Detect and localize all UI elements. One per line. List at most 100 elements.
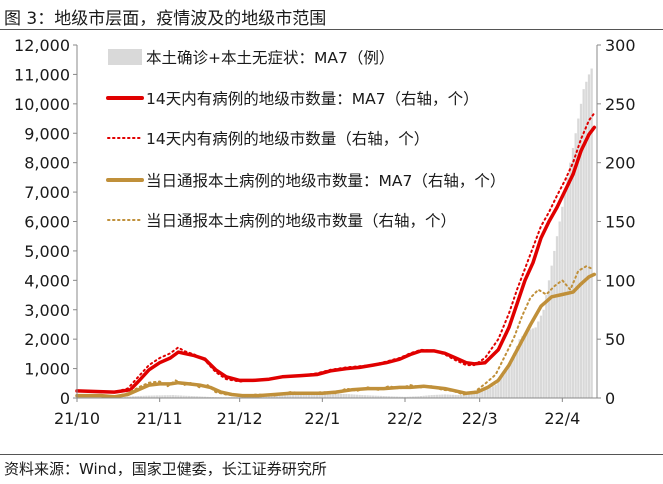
- cases-bar: [310, 392, 313, 398]
- cases-bar: [171, 395, 175, 398]
- x-tick-label: 21/11: [137, 409, 183, 428]
- cases-bar: [502, 374, 505, 398]
- series-line-2: [76, 112, 596, 394]
- cases-bar: [561, 206, 564, 398]
- cases-bar: [315, 392, 319, 398]
- cases-bar: [590, 68, 593, 398]
- cases-bar: [249, 396, 252, 398]
- cases-bar: [539, 315, 543, 398]
- cases-bar: [473, 393, 476, 398]
- source-note: 资料来源：Wind，国家卫健委，长江证券研究所: [4, 460, 327, 478]
- left-tick-label: 1,000: [24, 360, 70, 379]
- legend-label: 14天内有病例的地级市数量：MA7（右轴，个）: [146, 90, 479, 108]
- cases-bar: [369, 395, 372, 398]
- cases-bar: [419, 396, 423, 398]
- cases-bar: [334, 393, 337, 398]
- cases-bar: [201, 396, 204, 398]
- cases-bar: [425, 395, 428, 398]
- cases-bar: [462, 394, 465, 398]
- bottom-divider: [0, 454, 663, 455]
- cases-bar: [441, 394, 444, 398]
- cases-bar: [294, 393, 297, 398]
- cases-bar: [443, 394, 447, 398]
- left-tick-label: 10,000: [14, 95, 70, 114]
- cases-bar: [585, 81, 588, 399]
- left-tick-label: 5,000: [24, 242, 70, 261]
- cases-bar: [166, 395, 169, 398]
- cases-bar: [398, 396, 401, 398]
- cases-bar: [350, 394, 353, 398]
- cases-bar: [326, 393, 329, 398]
- right-tick-label: 300: [605, 36, 636, 55]
- x-tick-label: 22/3: [462, 409, 498, 428]
- cases-bar: [259, 396, 263, 398]
- cases-bar: [526, 330, 529, 398]
- cases-bar: [297, 393, 300, 398]
- cases-bar: [395, 396, 399, 398]
- cases-bar: [126, 396, 129, 398]
- cases-bar: [579, 103, 583, 398]
- cases-bar: [337, 393, 340, 398]
- legend-label: 本土确诊+本土无症状：MA7（例）: [146, 49, 394, 67]
- cases-bar: [497, 381, 500, 398]
- axes-layer: 0 1,000 2,000 3,000 4,000 5,000 6,000 7,000 8,00…: [14, 36, 636, 428]
- cases-bar: [307, 392, 311, 398]
- cases-bar: [145, 395, 148, 398]
- cases-bar: [374, 395, 377, 398]
- cases-bar: [150, 395, 153, 398]
- right-tick-label: 150: [605, 213, 636, 232]
- cases-bar: [534, 327, 537, 398]
- cases-bar: [299, 393, 303, 398]
- cases-bar: [137, 396, 140, 398]
- cases-bar: [134, 396, 137, 398]
- cases-bar: [286, 394, 289, 398]
- cases-bar: [139, 395, 143, 398]
- cases-bar: [313, 392, 316, 398]
- legend: 本土确诊+本土无症状：MA7（例） 14天内有病例的地级市数量：MA7（右轴，个）…: [106, 49, 505, 230]
- cases-bar: [177, 395, 180, 398]
- cases-bar: [339, 393, 343, 398]
- cases-bar: [401, 396, 404, 398]
- cases-bar: [587, 74, 591, 399]
- x-tick-label: 22/2: [387, 409, 423, 428]
- cases-bar: [427, 395, 431, 398]
- right-tick-label: 50: [605, 330, 625, 349]
- cases-bar: [489, 387, 492, 398]
- cases-bar: [251, 396, 255, 398]
- cases-bar: [254, 396, 257, 398]
- cases-bar: [521, 336, 524, 398]
- cases-bar: [385, 396, 388, 398]
- cases-bar: [275, 395, 279, 398]
- cases-bar: [550, 265, 553, 399]
- cases-bar: [446, 394, 449, 398]
- cases-bar: [265, 395, 268, 398]
- cases-bar: [459, 394, 463, 398]
- left-tick-label: 12,000: [14, 36, 70, 55]
- x-tick-label: 22/4: [544, 409, 580, 428]
- cases-bar: [318, 392, 321, 398]
- left-tick-label: 3,000: [24, 301, 70, 320]
- lines-layer: [75, 112, 597, 399]
- cases-bar: [179, 395, 183, 398]
- cases-bar: [291, 393, 295, 398]
- left-tick-label: 6,000: [24, 213, 70, 232]
- cases-bar: [153, 395, 156, 398]
- cases-bar: [169, 395, 172, 398]
- cases-bar: [574, 133, 577, 398]
- cases-bar: [289, 394, 292, 398]
- cases-bar: [302, 392, 305, 398]
- right-tick-label: 200: [605, 154, 636, 173]
- cases-bar: [491, 386, 495, 398]
- cases-bar: [571, 147, 575, 398]
- cases-bar: [542, 309, 545, 398]
- cases-bar: [483, 390, 487, 398]
- cases-bar: [454, 394, 457, 398]
- cases-bar: [577, 118, 580, 398]
- cases-bar: [393, 396, 396, 398]
- cases-bar: [555, 236, 559, 398]
- right-tick-label: 250: [605, 95, 636, 114]
- cases-bar: [409, 396, 412, 398]
- right-tick-label: 100: [605, 271, 636, 290]
- cases-bar: [195, 396, 199, 398]
